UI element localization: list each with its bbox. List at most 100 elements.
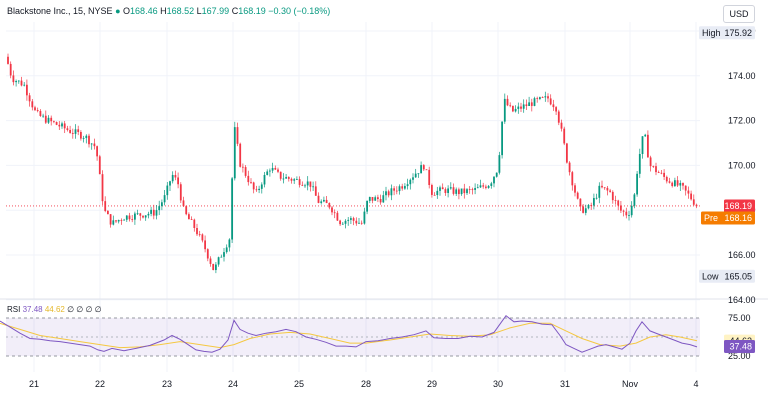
candle	[128, 212, 131, 222]
candle	[161, 199, 163, 211]
candle	[71, 128, 74, 139]
candle	[398, 184, 401, 195]
candle	[242, 163, 244, 173]
candle	[579, 198, 582, 212]
candle	[174, 170, 177, 181]
candle	[609, 188, 611, 193]
candle	[590, 202, 593, 210]
time-tick-label: 22	[95, 379, 105, 389]
low-price-badge: Low 165.05	[699, 269, 755, 283]
candle	[287, 176, 290, 182]
candle	[204, 235, 206, 253]
rsi-tick-label: 75.00	[728, 313, 751, 323]
ohlc-legend: Blackstone Inc., 15, NYSE ● O168.46 H168…	[7, 6, 330, 16]
candlestick-series[interactable]	[7, 53, 698, 274]
candle	[377, 194, 379, 203]
svg-text:High: High	[702, 28, 721, 38]
high-price-badge: High 175.92	[699, 26, 755, 40]
candle	[655, 162, 657, 176]
price-tick-label: 174.00	[728, 71, 756, 81]
candle	[115, 220, 117, 224]
candle	[439, 185, 441, 196]
candle	[663, 169, 665, 180]
candle	[177, 172, 179, 189]
candle	[185, 205, 188, 216]
candle	[417, 173, 420, 178]
candle	[557, 109, 560, 126]
candle	[80, 130, 82, 141]
candle	[215, 261, 217, 274]
rsi-axis[interactable]: 75.00 25.00	[728, 313, 751, 361]
rsi-ma-line	[0, 322, 698, 349]
candle	[39, 109, 42, 117]
candle	[239, 142, 242, 168]
candle	[282, 173, 285, 184]
low-value: 167.99	[201, 6, 230, 16]
candle	[209, 256, 212, 267]
candle	[274, 165, 277, 171]
candle	[571, 170, 574, 191]
candle	[328, 202, 331, 210]
svg-text:165.05: 165.05	[724, 271, 752, 281]
candle	[169, 180, 171, 192]
candle	[379, 194, 382, 205]
candle	[69, 125, 71, 134]
time-axis[interactable]: 21 22 23 24 25 28 29 30 31 Nov 4	[29, 379, 699, 389]
candle	[298, 176, 301, 188]
candle	[61, 121, 63, 129]
candle	[193, 218, 196, 232]
rsi-label[interactable]: RSI	[7, 305, 21, 314]
candle	[371, 196, 374, 204]
candle	[34, 105, 36, 112]
price-gridlines	[6, 30, 700, 301]
candle	[101, 170, 104, 206]
candle	[325, 195, 328, 204]
candle	[498, 151, 501, 175]
time-tick-label: 4	[693, 379, 698, 389]
candle	[236, 122, 239, 147]
candle	[692, 194, 695, 207]
high-label: H	[160, 6, 167, 16]
candle	[220, 254, 223, 258]
candle	[479, 179, 482, 188]
last-price-badge: 168.19	[724, 199, 755, 213]
candle	[682, 182, 684, 190]
high-value: 168.52	[166, 6, 195, 16]
candle	[155, 205, 158, 220]
candle	[382, 190, 385, 203]
close-label: C	[231, 6, 239, 16]
currency-button[interactable]: USD	[723, 5, 755, 23]
candle	[520, 102, 522, 112]
candle	[223, 248, 225, 262]
symbol-title[interactable]: Blackstone Inc., 15, NYSE	[7, 6, 113, 16]
candle	[493, 176, 495, 188]
candle	[444, 187, 447, 196]
candle	[674, 177, 676, 188]
candle	[530, 98, 533, 112]
candle	[644, 133, 647, 137]
candle	[120, 218, 123, 225]
candle	[317, 192, 320, 204]
candle	[528, 96, 530, 107]
candle	[471, 187, 474, 195]
candle	[17, 80, 20, 84]
candle	[568, 161, 571, 176]
candle	[490, 181, 493, 189]
candle	[247, 170, 250, 186]
candle	[506, 95, 509, 107]
candle	[109, 214, 112, 228]
price-axis[interactable]: 176.00174.00172.00170.00168.00166.00164.…	[728, 26, 756, 305]
candle	[352, 216, 355, 226]
candle	[549, 94, 552, 106]
candle	[395, 186, 398, 195]
candle	[144, 215, 147, 221]
time-tick-label: 23	[162, 379, 172, 389]
candle	[574, 183, 576, 197]
svg-text:168.16: 168.16	[724, 213, 752, 223]
candle	[331, 206, 333, 216]
candle	[422, 164, 425, 172]
time-tick-label: 25	[294, 379, 304, 389]
candle	[309, 181, 312, 192]
close-value: 168.19	[238, 6, 266, 16]
